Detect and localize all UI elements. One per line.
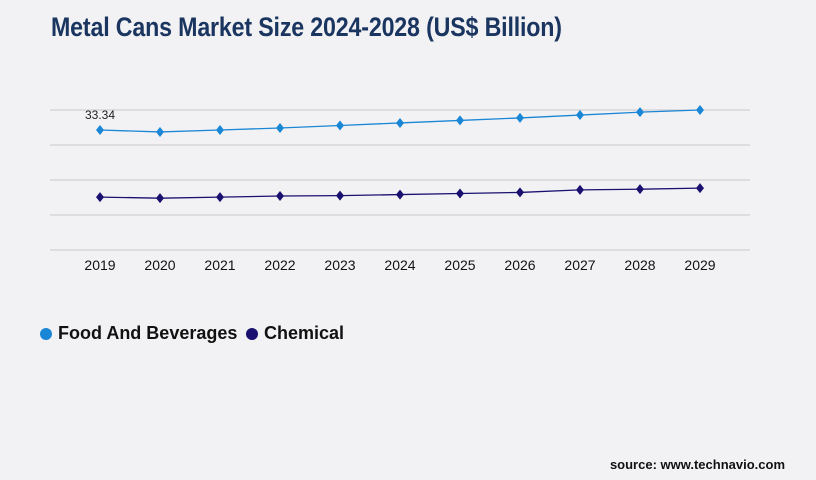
data-point bbox=[516, 187, 524, 198]
x-tick-label: 2021 bbox=[204, 257, 235, 273]
data-point bbox=[696, 105, 704, 115]
data-point bbox=[336, 120, 344, 131]
x-tick-label: 2022 bbox=[264, 257, 295, 273]
data-point bbox=[636, 184, 644, 195]
data-point bbox=[576, 110, 584, 121]
data-point bbox=[276, 122, 284, 133]
legend-marker-icon bbox=[246, 327, 258, 340]
data-point bbox=[696, 183, 704, 194]
data-point bbox=[396, 189, 404, 200]
data-point bbox=[636, 107, 644, 118]
legend-item-chemical[interactable]: Chemical bbox=[246, 323, 344, 344]
x-tick-label: 2023 bbox=[324, 257, 355, 273]
x-tick-label: 2029 bbox=[684, 257, 715, 273]
data-point bbox=[396, 117, 404, 128]
x-tick-label: 2028 bbox=[624, 257, 655, 273]
x-tick-label: 2027 bbox=[564, 257, 595, 273]
x-tick-label: 2026 bbox=[504, 257, 535, 273]
data-point bbox=[216, 125, 224, 136]
x-tick-label: 2024 bbox=[384, 257, 415, 273]
legend-item-food[interactable]: Food And Beverages bbox=[40, 323, 237, 344]
data-point bbox=[336, 190, 344, 201]
data-point bbox=[156, 193, 164, 204]
data-point bbox=[216, 192, 224, 203]
source-note: source: www.technavio.com bbox=[609, 457, 785, 472]
data-point bbox=[456, 188, 464, 199]
data-point bbox=[576, 184, 584, 195]
data-point bbox=[516, 112, 524, 123]
data-point bbox=[156, 126, 164, 137]
data-point bbox=[96, 192, 104, 203]
x-tick-label: 2019 bbox=[84, 257, 115, 273]
x-tick-label: 2025 bbox=[444, 257, 475, 273]
data-label: 33.34 bbox=[85, 108, 115, 122]
line-chart: 2019 2020 2021 2022 2023 2024 2025 2026 2027 2028… bbox=[50, 105, 750, 273]
data-point bbox=[276, 191, 284, 202]
legend-marker-icon bbox=[40, 327, 52, 340]
chart-title: Metal Cans Market Size 2024-2028 (US$ Bi… bbox=[51, 12, 562, 42]
data-point bbox=[456, 115, 464, 126]
x-tick-label: 2020 bbox=[144, 257, 175, 273]
legend-label: Chemical bbox=[264, 323, 345, 343]
legend-label: Food And Beverages bbox=[58, 323, 238, 343]
data-point bbox=[96, 125, 104, 136]
